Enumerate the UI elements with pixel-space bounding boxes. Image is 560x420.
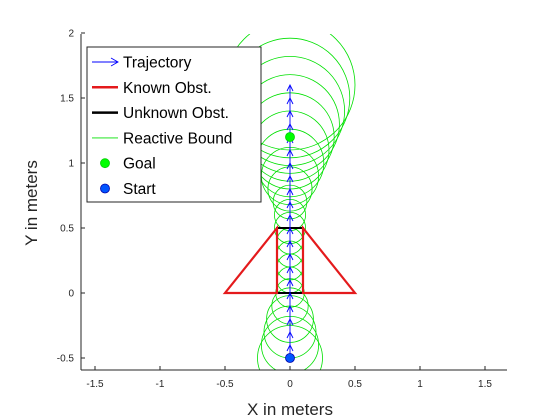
y-ticks: -0.5 0 0.5 1 1.5 2: [57, 29, 85, 365]
known-obstacle: [222, 224, 279, 295]
legend-label: Goal: [123, 156, 156, 173]
y-tick-label: 1.5: [60, 94, 74, 105]
y-axis-label: Y in meters: [22, 160, 41, 246]
y-tick-label: 1: [68, 159, 74, 170]
x-tick-label: 0.5: [348, 379, 362, 390]
legend-entry: Known Obst.: [92, 80, 212, 97]
axes: [80, 34, 507, 371]
legend-entry: Start: [100, 181, 156, 198]
x-tick-label: -1.5: [86, 379, 104, 390]
y-tick-label: 0.5: [60, 224, 74, 235]
y-tick-label: 0: [68, 289, 74, 300]
trajectory-arrow: [286, 83, 294, 98]
legend-label: Known Obst.: [123, 80, 212, 97]
x-ticks: -1.5 -1 -0.5 0 0.5 1 1.5: [86, 366, 492, 390]
legend-swatch: [100, 158, 110, 169]
legend-label: Reactive Bound: [123, 130, 232, 147]
x-tick-label: -0.5: [216, 379, 234, 390]
legend-swatch: [110, 57, 119, 67]
legend-entry: Goal: [100, 156, 156, 173]
goal-marker: [285, 132, 295, 142]
legend-label: Trajectory: [123, 55, 192, 72]
legend-entry: Unknown Obst.: [92, 105, 229, 122]
legend-box: [86, 46, 262, 203]
legend-label: Unknown Obst.: [123, 105, 229, 122]
start-marker: [285, 353, 295, 363]
x-tick-label: 1: [417, 379, 423, 390]
legend-label: Start: [123, 181, 156, 198]
obstacle-layer: [222, 224, 358, 295]
legend-entry: Reactive Bound: [92, 130, 232, 147]
known-obstacle: [301, 224, 358, 295]
marker-layer: [285, 132, 295, 363]
x-tick-label: 0: [287, 379, 293, 390]
legend-swatch: [100, 183, 110, 194]
y-tick-label: 2: [68, 29, 74, 40]
trajectory-layer: [286, 83, 294, 358]
x-tick-label: 1.5: [478, 379, 492, 390]
y-tick-label: -0.5: [57, 354, 75, 365]
legend: Trajectory Known Obst. Unknown Obst. Reacti…: [86, 46, 262, 203]
legend-entry: Trajectory: [92, 55, 192, 72]
x-axis-label: X in meters: [247, 400, 333, 419]
x-tick-label: -1: [156, 379, 165, 390]
